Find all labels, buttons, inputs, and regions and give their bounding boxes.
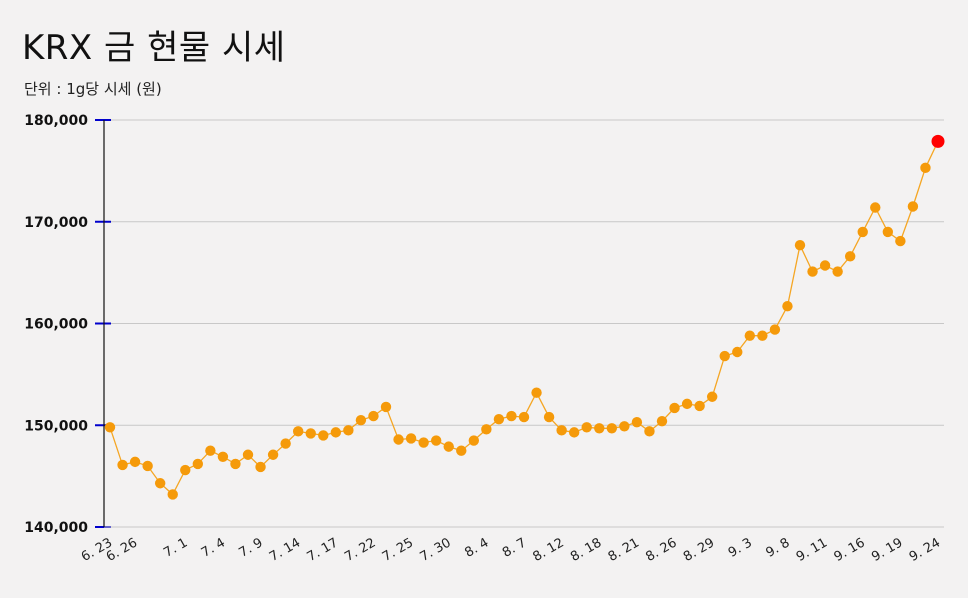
data-point — [631, 416, 643, 428]
data-point — [481, 424, 492, 435]
data-point — [368, 410, 379, 422]
x-tick-label: 7. 4 — [199, 535, 228, 560]
x-tick-label: 8. 7 — [500, 535, 529, 560]
data-point — [694, 400, 705, 412]
data-point — [568, 427, 580, 438]
x-tick-label: 7. 9 — [237, 535, 266, 560]
x-tick-label: 7. 17 — [305, 535, 341, 565]
data-point — [782, 301, 793, 312]
x-tick-label: 7. 1 — [161, 535, 190, 560]
x-tick-label: 7. 14 — [267, 535, 303, 565]
x-tick-label: 8. 4 — [462, 535, 491, 560]
chart-subtitle: 단위 : 1g당 시세 (원) — [24, 80, 162, 98]
data-point — [142, 460, 153, 472]
data-point — [493, 413, 505, 425]
data-point — [832, 266, 843, 277]
data-point — [719, 350, 730, 362]
data-point — [920, 162, 931, 174]
data-point — [819, 260, 831, 271]
x-tick-label: 8. 29 — [681, 535, 717, 565]
x-tick-label: 8. 18 — [568, 535, 604, 565]
x-tick-label: 8. 21 — [606, 535, 642, 565]
data-point — [355, 414, 367, 426]
data-point — [305, 428, 316, 439]
x-tick-label: 7. 22 — [342, 535, 378, 565]
y-tick-label: 170,000 — [24, 215, 88, 231]
x-tick-label: 8. 12 — [530, 535, 566, 565]
data-point — [154, 478, 166, 489]
data-point — [769, 324, 781, 335]
data-point — [318, 430, 329, 441]
data-point — [807, 266, 818, 277]
data-point-latest — [931, 134, 945, 148]
data-point — [606, 423, 618, 434]
y-tick-label: 150,000 — [24, 418, 88, 434]
data-point — [857, 226, 868, 238]
data-point — [619, 421, 630, 432]
data-point — [117, 459, 128, 471]
data-point — [405, 433, 417, 444]
data-point — [255, 461, 266, 473]
data-point — [230, 458, 241, 470]
data-point — [844, 251, 856, 262]
data-point — [870, 202, 881, 213]
data-point — [418, 437, 429, 448]
data-point — [581, 422, 592, 433]
data-point — [280, 438, 291, 449]
data-point — [217, 451, 229, 462]
data-point — [518, 411, 530, 423]
data-point — [656, 415, 668, 427]
data-point — [192, 458, 204, 470]
data-point — [706, 391, 718, 402]
data-point — [456, 445, 467, 456]
data-point — [669, 402, 680, 414]
data-point — [543, 411, 555, 423]
data-point — [292, 426, 304, 437]
chart-title: KRX 금 현물 시세 — [22, 28, 286, 68]
x-tick-label: 9. 11 — [794, 535, 830, 565]
data-point — [594, 423, 605, 434]
x-tick-label: 9. 8 — [763, 535, 792, 560]
y-tick-label: 160,000 — [24, 317, 88, 333]
data-point — [681, 398, 693, 410]
x-tick-label: 7. 30 — [418, 535, 454, 565]
x-tick-label: 9. 24 — [907, 535, 943, 565]
y-tick-label: 180,000 — [24, 113, 88, 129]
x-tick-label: 9. 3 — [726, 535, 755, 560]
data-point — [430, 435, 442, 446]
data-point — [267, 449, 279, 460]
data-point — [330, 427, 342, 438]
data-point — [242, 449, 254, 460]
data-point — [744, 330, 756, 341]
data-point — [443, 441, 454, 452]
data-point — [907, 201, 919, 212]
data-point — [468, 435, 480, 446]
x-tick-label: 7. 25 — [380, 535, 416, 565]
y-tick-label: 140,000 — [24, 520, 88, 536]
data-point — [531, 387, 542, 398]
data-point — [167, 489, 178, 500]
data-point — [205, 445, 216, 456]
data-point — [882, 226, 894, 238]
data-point — [506, 410, 517, 422]
series-line — [109, 141, 939, 496]
data-point — [343, 425, 354, 436]
data-point — [757, 330, 768, 341]
data-point — [794, 239, 806, 251]
data-point — [380, 401, 392, 413]
data-point — [895, 235, 906, 247]
x-tick-label: 8. 26 — [643, 535, 679, 565]
data-point — [556, 425, 567, 436]
data-point — [393, 434, 404, 445]
data-point — [129, 456, 141, 468]
x-tick-label: 9. 16 — [832, 535, 868, 565]
data-point — [732, 346, 743, 358]
data-point — [104, 422, 116, 433]
data-point — [180, 464, 191, 476]
data-point — [644, 426, 655, 437]
x-tick-label: 9. 19 — [869, 535, 905, 565]
